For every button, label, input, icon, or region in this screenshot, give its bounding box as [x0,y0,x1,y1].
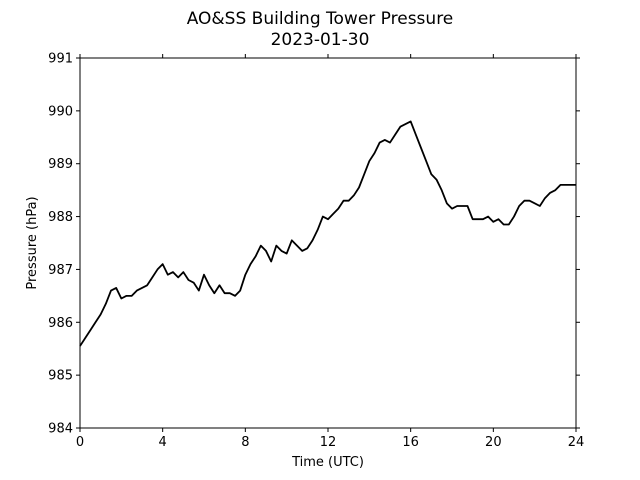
y-tick-label: 989 [48,157,73,172]
x-tick-label: 24 [568,435,585,450]
y-tick-label: 988 [48,210,73,225]
y-tick-label: 984 [48,422,73,437]
x-tick-label: 0 [76,435,84,450]
y-tick-label: 987 [48,263,73,278]
y-axis-label: Pressure (hPa) [25,196,40,289]
x-tick-label: 8 [241,435,249,450]
x-tick-label: 20 [485,435,502,450]
axis-ticks: 0 4 8 12 16 20 24 984 985 986 987 988 989 990 991 [48,52,584,451]
y-tick-label: 986 [48,316,73,331]
series-group [79,120,576,347]
plot-area-frame [79,57,577,429]
y-tick-label: 991 [48,52,73,67]
y-tick-label: 985 [48,369,73,384]
x-tick-label: 12 [320,435,337,450]
x-tick-label: 4 [159,435,167,450]
chart-title: AO&SS Building Tower Pressure [187,9,454,29]
x-tick-label: 16 [402,435,419,450]
chart-subtitle: 2023-01-30 [271,30,370,50]
y-tick-label: 990 [48,104,73,119]
x-axis-label: Time (UTC) [291,455,364,470]
pressure-series-line [79,120,576,347]
